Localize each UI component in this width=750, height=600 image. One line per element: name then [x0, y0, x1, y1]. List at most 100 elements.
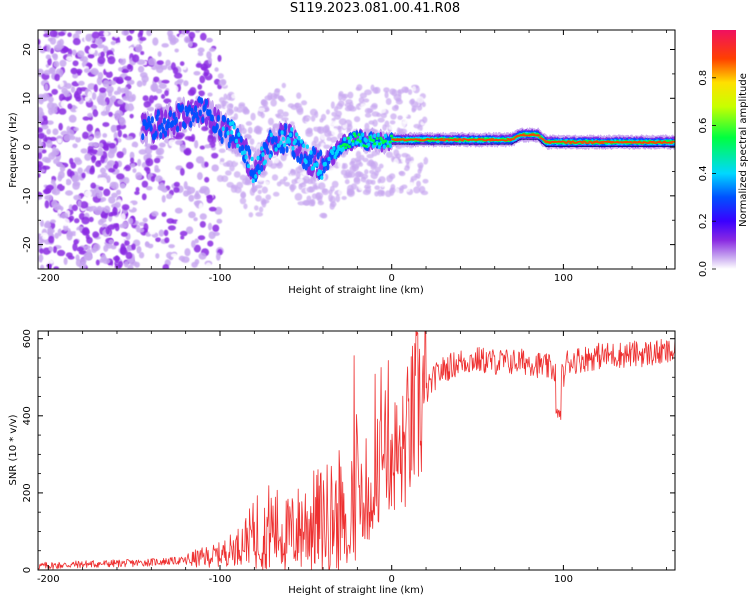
- spectral-blob: [364, 89, 372, 96]
- spectrogram-y-label: Frequency (Hz): [8, 112, 19, 188]
- spectral-blob: [341, 195, 347, 200]
- spectral-blob: [211, 187, 218, 196]
- spectral-blob: [38, 185, 45, 191]
- spectral-blob: [49, 30, 58, 38]
- spectral-blob: [54, 232, 59, 239]
- snr-panel: -200 -100 0 100 0 200 400 600 Height of straig…: [8, 329, 676, 596]
- spectral-blob: [244, 134, 252, 140]
- spectral-blob: [226, 93, 232, 101]
- spectral-blob: [117, 99, 124, 105]
- spectrogram-frame: [37, 29, 676, 270]
- spectral-blob: [41, 124, 49, 130]
- spectral-blob: [141, 193, 147, 201]
- spectral-blob: [88, 136, 94, 141]
- spectral-blob: [155, 148, 162, 156]
- spectral-blob: [161, 212, 167, 217]
- spectral-blob: [276, 114, 284, 119]
- spectral-blob: [60, 212, 69, 220]
- spectral-blob: [143, 166, 150, 172]
- spectral-blob: [153, 157, 161, 164]
- spectral-ridge-segment: [237, 132, 241, 137]
- spectral-blob: [174, 259, 183, 267]
- spectral-blob: [211, 152, 219, 159]
- spectral-ridge-segment: [356, 138, 360, 142]
- spectral-blob: [40, 264, 45, 269]
- spectral-blob: [90, 165, 95, 173]
- x-tick-label: 0: [389, 273, 395, 284]
- spectral-blob: [143, 100, 152, 108]
- spectral-ridge-segment: [347, 145, 352, 149]
- spectral-blob: [310, 198, 316, 207]
- spectral-blob: [221, 175, 229, 183]
- spectral-blob: [126, 63, 132, 70]
- spectral-blob: [188, 40, 193, 48]
- spectral-blob: [158, 83, 167, 89]
- spectral-blob: [107, 160, 116, 166]
- spectral-blob: [120, 231, 128, 237]
- spectral-blob: [86, 124, 94, 132]
- spectral-blob: [102, 258, 111, 265]
- spectral-blob: [46, 120, 54, 125]
- spectral-blob: [313, 184, 318, 189]
- spectral-blob: [325, 109, 330, 115]
- spectral-blob: [170, 37, 179, 44]
- spectral-blob: [198, 202, 204, 211]
- spectral-blob: [75, 254, 80, 261]
- spectral-blob: [398, 171, 404, 176]
- spectral-blob: [58, 108, 67, 115]
- spectral-blob: [77, 200, 82, 207]
- spectral-blob: [59, 59, 67, 67]
- spectral-blob: [185, 161, 194, 170]
- spectral-blob: [174, 207, 183, 214]
- spectral-ridge-segment: [569, 142, 573, 144]
- spectral-blob: [130, 157, 135, 164]
- spectral-blob: [170, 199, 175, 204]
- spectral-blob: [414, 173, 421, 178]
- spectral-blob: [126, 79, 135, 85]
- spectral-blob: [388, 173, 396, 180]
- spectral-blob: [81, 216, 90, 225]
- spectral-blob: [126, 245, 132, 252]
- spectral-ridge-segment: [230, 130, 234, 135]
- spectral-ridge-segment: [417, 138, 421, 141]
- spectral-blob: [102, 133, 108, 138]
- spectral-blob: [61, 46, 69, 52]
- spectral-blob: [337, 160, 343, 169]
- spectral-blob: [75, 68, 83, 75]
- spectral-blob: [337, 126, 342, 133]
- spectral-ridge-segment: [257, 169, 261, 175]
- spectral-blob: [183, 36, 191, 44]
- spectral-blob: [240, 191, 246, 199]
- spectral-ridge-segment: [222, 115, 227, 123]
- spectral-blob: [207, 240, 214, 247]
- colorbar-tick-label: 0.0: [698, 261, 709, 277]
- spectral-ridge-segment: [276, 135, 281, 146]
- spectral-ridge-segment: [180, 104, 184, 112]
- y-tick-label: 200: [22, 483, 33, 502]
- spectral-blob: [330, 136, 339, 144]
- spectral-blob: [350, 183, 358, 190]
- spectral-blob: [38, 195, 43, 201]
- spectral-ridge-segment: [258, 154, 263, 162]
- snr-frame: [37, 330, 676, 571]
- spectral-blob: [135, 186, 140, 193]
- spectral-blob: [199, 145, 206, 150]
- spectral-blob: [102, 122, 110, 127]
- spectral-blob: [179, 230, 188, 237]
- spectral-blob: [219, 157, 225, 163]
- spectral-blob: [46, 128, 51, 135]
- spectral-blob: [65, 178, 72, 186]
- spectral-blob: [84, 153, 92, 161]
- spectral-ridge-segment: [261, 152, 265, 157]
- spectral-blob: [341, 93, 349, 99]
- spectral-blob: [136, 59, 146, 65]
- spectral-blob: [302, 175, 311, 184]
- spectral-blob: [128, 202, 134, 210]
- spectral-blob: [138, 251, 145, 259]
- spectral-ridge-segment: [254, 174, 258, 179]
- spectral-blob: [181, 30, 186, 35]
- spectral-ridge-segment: [145, 122, 150, 130]
- spectral-blob: [145, 158, 154, 167]
- spectral-blob: [342, 163, 348, 170]
- spectral-blob: [364, 169, 369, 175]
